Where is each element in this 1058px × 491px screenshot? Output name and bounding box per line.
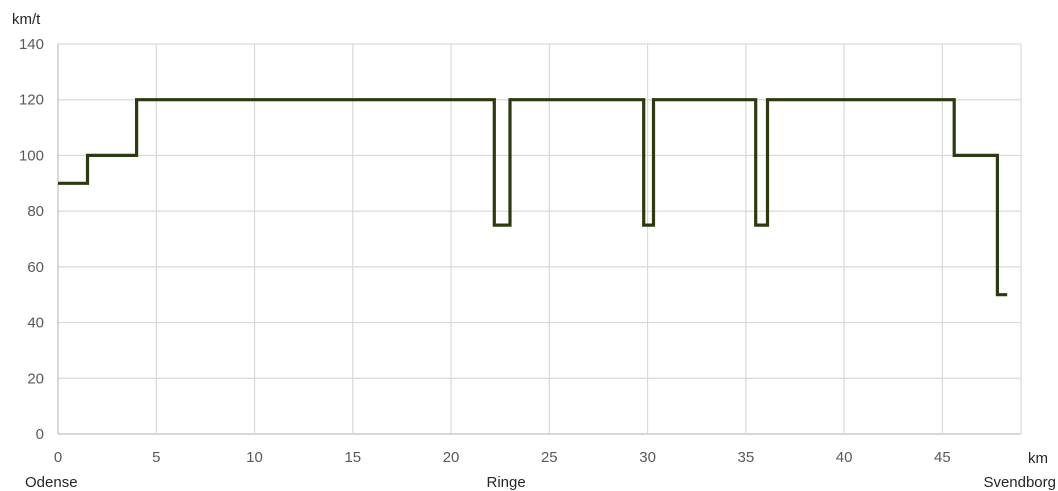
x-tick-label: 10: [246, 449, 263, 466]
speed-line: [58, 98, 1008, 297]
station-label: Ringe: [486, 474, 525, 491]
y-tick-label: 100: [19, 147, 44, 164]
x-tick-labels: 0 5 10 15 20 25 30 35 40 45: [54, 449, 951, 466]
series-group: [58, 98, 1008, 297]
station-labels: Odense Ringe Svendborg: [25, 474, 1056, 491]
y-tick-label: 0: [36, 426, 44, 443]
y-tick-labels: 0 20 40 60 80 100 120 140: [19, 36, 44, 443]
x-tick-label: 45: [934, 449, 951, 466]
x-tick-label: 5: [152, 449, 160, 466]
y-tick-label: 80: [27, 203, 44, 220]
y-tick-label: 140: [19, 36, 44, 53]
x-tick-label: 35: [738, 449, 755, 466]
station-label: Svendborg: [983, 474, 1056, 491]
station-label: Odense: [25, 474, 78, 491]
x-tick-label: 0: [54, 449, 62, 466]
y-tick-label: 60: [27, 259, 44, 276]
x-tick-label: 25: [541, 449, 558, 466]
x-tick-label: 40: [836, 449, 853, 466]
x-tick-label: 30: [639, 449, 656, 466]
x-axis-unit: km: [1028, 450, 1048, 467]
y-axis-unit: km/t: [12, 11, 41, 28]
y-tick-label: 120: [19, 92, 44, 109]
y-tick-label: 40: [27, 315, 44, 332]
x-tick-label: 20: [443, 449, 460, 466]
y-tick-label: 20: [27, 370, 44, 387]
grid: [57, 43, 1022, 435]
x-tick-label: 15: [344, 449, 361, 466]
